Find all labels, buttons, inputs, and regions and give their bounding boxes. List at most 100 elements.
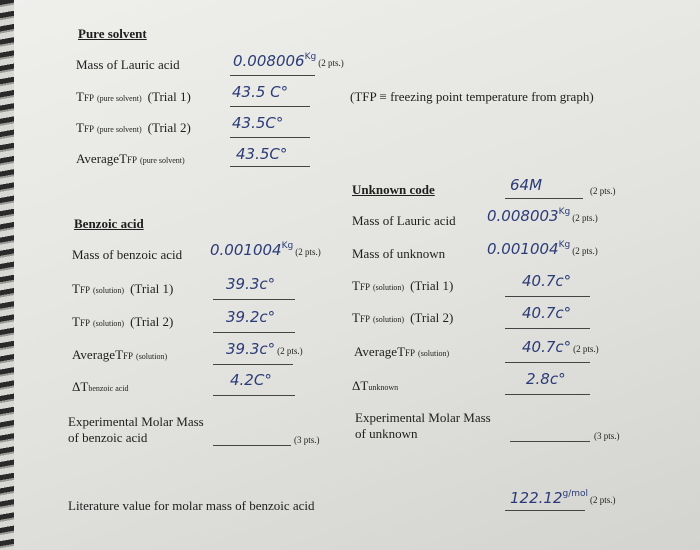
answer-line [505,296,590,297]
answer-line [213,395,295,396]
lauric-label: Mass of Lauric acid [352,213,456,228]
symbol: T [352,278,360,293]
text-row: AverageTFP (solution) [354,343,455,361]
prefix: Average [76,151,120,166]
lauric-unit: Kg [558,207,571,217]
answer: 122.12 [510,489,563,507]
text-row: of unknown [355,425,417,443]
text-row: Mass of benzoic acid [72,246,182,264]
answer: 4.2C° [230,371,272,389]
text-row: TFP (solution) (Trial 1) [352,277,453,295]
line2: of unknown [355,426,418,441]
lauric-answer: 0.008003 [487,207,559,225]
text-row: 43.5C° [236,145,287,164]
sub: FP [359,282,370,292]
sub: FP [79,318,90,328]
sub: FP [83,93,94,103]
qualifier: (solution) [372,315,405,324]
prefix: Average [72,347,116,362]
sub: FP [123,351,134,361]
text-row: 39.3c° [226,275,275,294]
text-row: AverageTFP (solution) [72,346,173,364]
text-row: 43.5C° [232,114,283,133]
sub: FP [359,314,370,324]
points: (2 pts.) [277,346,303,356]
answer: 40.7c° [522,304,572,322]
answer-line [505,510,585,511]
text-row: 0.001004Kg(2 pts.) [487,240,598,259]
answer: 43.5 C° [232,83,289,101]
mass-label: Mass of Lauric acid [76,57,180,72]
answer-line [213,364,293,365]
answer: 40.7c° [522,272,572,290]
text-row: 2.8c° [526,370,566,389]
qualifier: (solution) [136,352,168,361]
lauric-points: (2 pts.) [572,213,598,223]
mass-answer: 0.001004 [487,240,559,258]
text-row: 4.2C° [230,371,272,390]
line1: Experimental Molar Mass [355,410,491,425]
trial: (Trial 1) [130,281,174,296]
text-row: Mass of Lauric acid [76,56,180,74]
mass-label: Mass of unknown [352,246,446,261]
mass-unit: Kg [281,241,294,251]
text-row: 40.7c° (2 pts.) [522,338,599,357]
symbol: T [76,120,84,135]
points: (2 pts.) [590,495,616,505]
points: (3 pts.) [594,431,620,441]
symbol: ΔT [352,378,369,393]
answer-line [505,362,590,363]
qualifier: (solution) [418,349,450,358]
qualifier: (solution) [92,319,125,328]
text-row: TFP (pure solvent) (Trial 1) [76,88,191,106]
text-row: TFP (pure solvent) (Trial 2) [76,119,191,137]
line2: of benzoic acid [68,430,148,445]
symbol: T [72,281,80,296]
answer-line [213,445,291,446]
text-row: TFP (solution) (Trial 2) [72,313,173,331]
symbol: T [72,314,80,329]
prefix: Average [354,344,398,359]
text-row: 43.5 C° [232,83,288,102]
answer: 43.5C° [232,114,284,132]
symbol: T [119,151,128,166]
sub: FP [79,285,90,295]
text-row: Mass of unknown [352,245,445,263]
text-row: Experimental Molar Mass [355,409,491,427]
text-row: (3 pts.) [592,426,620,444]
text-row: 39.2c° [226,308,275,327]
code-points: (2 pts.) [590,186,616,196]
symbol: T [397,344,406,359]
code-answer: 64M [510,176,543,194]
sub: FP [127,155,138,165]
answer: 39.3c° [226,340,276,358]
text-row: 0.008003Kg(2 pts.) [487,207,598,226]
text-row: (3 pts.) [292,430,320,448]
trial: (Trial 2) [147,120,191,135]
answer: 2.8c° [526,370,566,388]
answer-line [230,106,310,107]
text-row: 64M [510,176,542,195]
mass-answer: 0.001004 [210,241,282,259]
qualifier: (pure solvent) [96,125,142,134]
answer-line [230,137,310,138]
qualifier: (solution) [92,286,125,295]
mass-answer: 0.008006 [233,52,305,70]
heading: Pure solvent [78,26,147,41]
answer: 39.2c° [226,308,276,326]
text-row: 0.008006Kg(2 pts.) [233,52,344,71]
mass-points: (2 pts.) [318,58,344,68]
text-row: Benzoic acid [74,215,144,233]
trial: (Trial 2) [130,314,174,329]
symbol: T [352,310,360,325]
mass-label: Mass of benzoic acid [72,247,183,262]
answer: 39.3c° [226,275,276,293]
spiral-binding [0,0,14,550]
note: (TFP ≡ freezing point temperature from g… [350,89,594,104]
text-row: Experimental Molar Mass [68,413,204,431]
answer-line [230,166,310,167]
text-row: (2 pts.) [588,181,616,199]
code-label: Unknown code [352,182,435,197]
symbol: ΔT [72,379,89,394]
answer: 43.5C° [236,145,288,163]
